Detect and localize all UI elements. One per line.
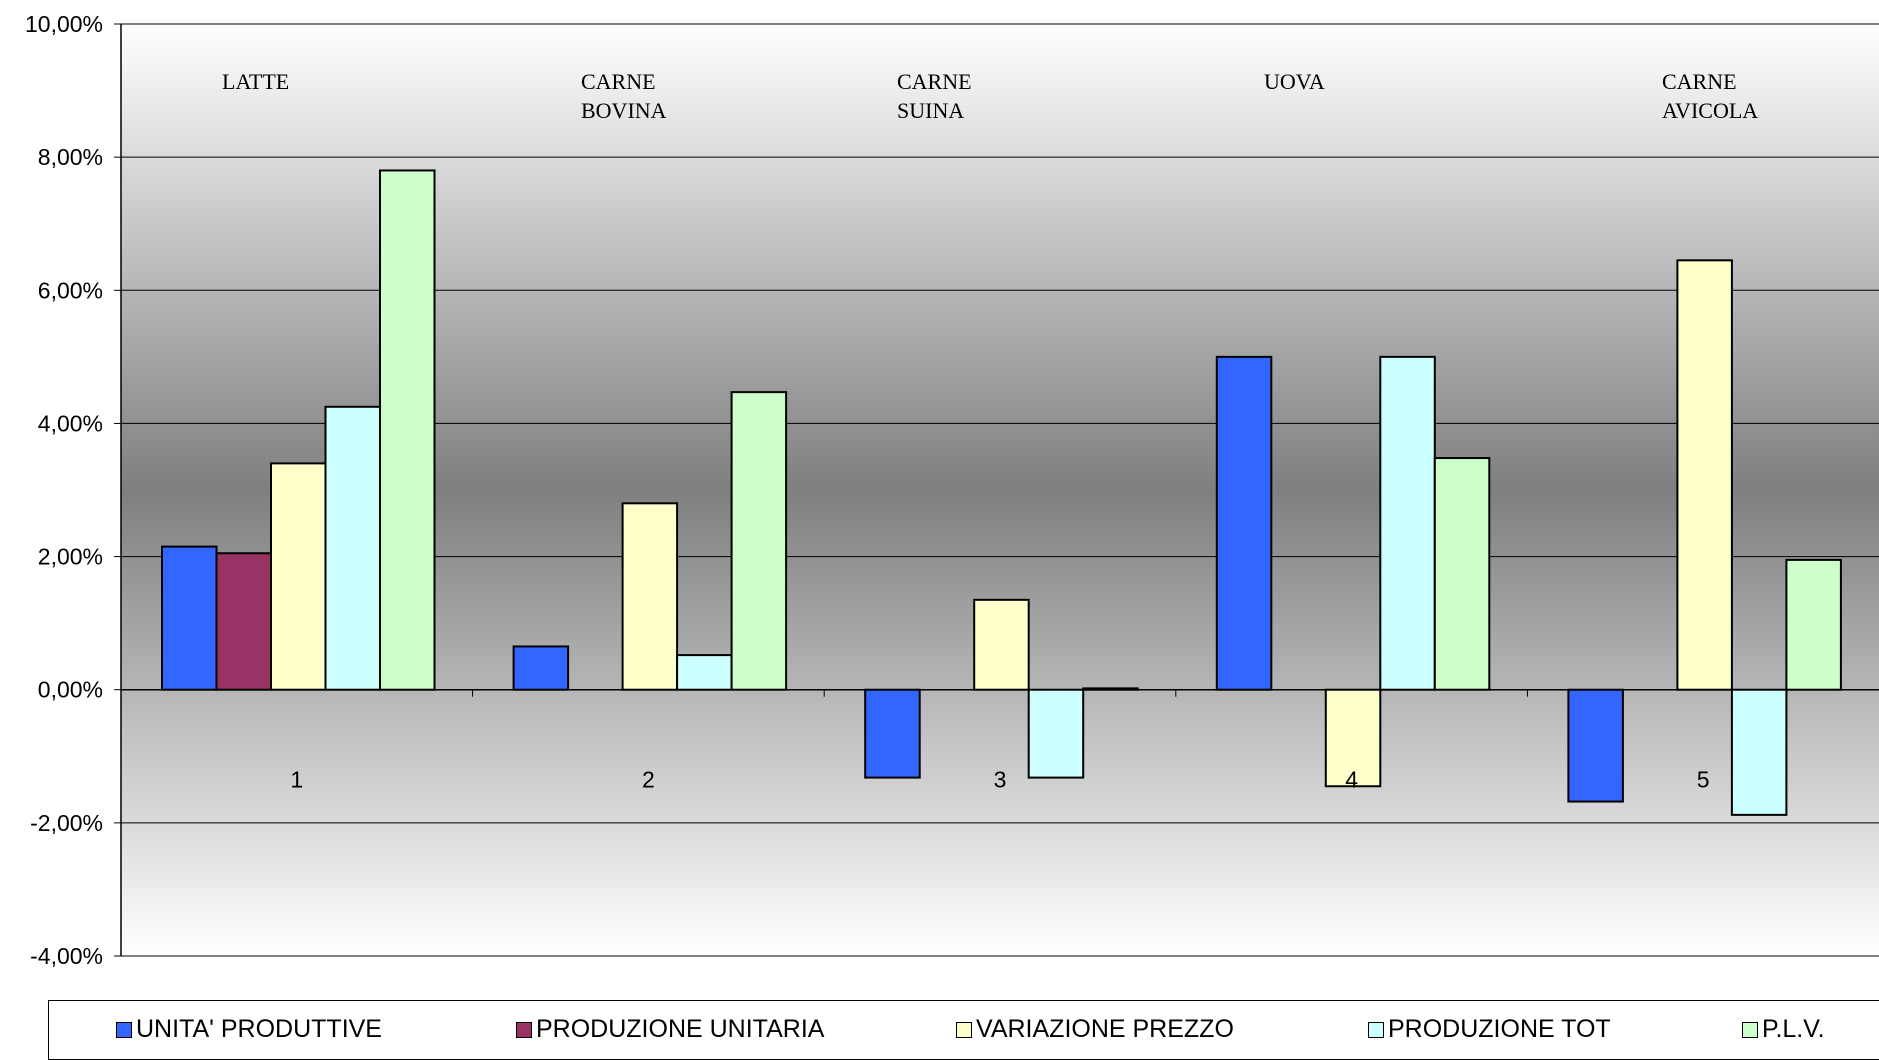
category-annotation: CARNE BOVINA <box>581 69 667 123</box>
legend-swatch <box>1368 1021 1384 1038</box>
annotation-line: CARNE <box>581 69 656 94</box>
bar-chart: -4,00% -2,00% 0,00% 2,00% 4,00% 6,00% 8,00% 10,… <box>25 11 1879 969</box>
legend-swatch <box>1742 1021 1758 1038</box>
legend-item-unita-produttive: UNITA' PRODUTTIVE <box>116 1015 382 1044</box>
bar <box>1433 457 1491 691</box>
x-tick-label: 2 <box>642 767 655 793</box>
bar <box>161 545 218 691</box>
bar <box>1215 355 1273 691</box>
bar <box>676 654 733 691</box>
annotation-line: AVICOLA <box>1662 98 1758 123</box>
y-tick-label: 6,00% <box>38 277 103 303</box>
bar <box>864 688 921 779</box>
legend-swatch <box>116 1021 132 1038</box>
annotation-line: LATTE <box>222 69 289 94</box>
bar <box>1567 688 1624 803</box>
y-tick-label: -4,00% <box>30 943 103 969</box>
bar <box>1324 688 1382 788</box>
annotation-line: BOVINA <box>581 98 667 123</box>
x-tick-label: 4 <box>1345 767 1358 793</box>
annotation-line: SUINA <box>897 98 964 123</box>
legend-item-variazione-prezzo: VARIAZIONE PREZZO <box>956 1015 1234 1044</box>
y-tick-label: 10,00% <box>25 11 103 37</box>
y-tick-label: 0,00% <box>38 677 103 703</box>
bar <box>621 502 679 691</box>
bar <box>1785 558 1842 691</box>
legend-label: PRODUZIONE UNITARIA <box>536 1015 825 1043</box>
annotation-line: CARNE <box>897 69 972 94</box>
legend-item-produzione-tot: PRODUZIONE TOT <box>1368 1015 1611 1044</box>
category-annotation: UOVA <box>1264 69 1325 94</box>
bar <box>324 405 381 691</box>
legend-item-produzione-unitaria: PRODUZIONE UNITARIA <box>516 1015 824 1044</box>
bar <box>512 645 570 691</box>
bar <box>730 391 788 691</box>
legend-label: UNITA' PRODUTTIVE <box>136 1015 382 1043</box>
bar <box>973 598 1030 691</box>
legend-label: PRODUZIONE TOT <box>1388 1015 1611 1043</box>
y-tick-label: 2,00% <box>38 544 103 570</box>
legend-label: P.L.V. <box>1762 1015 1825 1043</box>
bar <box>270 462 327 691</box>
x-tick-label: 3 <box>994 767 1007 793</box>
bar <box>1676 259 1733 691</box>
y-tick-label: 4,00% <box>38 410 103 436</box>
annotation-line: CARNE <box>1662 69 1737 94</box>
legend-swatch <box>956 1021 972 1038</box>
x-tick-label: 5 <box>1697 767 1710 793</box>
legend-swatch <box>516 1021 532 1038</box>
bar <box>1027 688 1085 779</box>
category-annotation: CARNE AVICOLA <box>1662 69 1758 123</box>
y-tick-label: 8,00% <box>38 144 103 170</box>
category-annotation: LATTE <box>222 69 289 94</box>
y-tick-label: -2,00% <box>30 810 103 836</box>
legend-label: VARIAZIONE PREZZO <box>976 1015 1234 1043</box>
bar <box>1379 355 1436 691</box>
legend: UNITA' PRODUTTIVE PRODUZIONE UNITARIA VA… <box>48 1000 1879 1060</box>
bar <box>1730 688 1788 816</box>
category-annotation: CARNE SUINA <box>897 69 972 123</box>
legend-item-plv: P.L.V. <box>1742 1015 1825 1044</box>
bar <box>379 169 436 691</box>
x-tick-label: 1 <box>290 767 303 793</box>
bar <box>215 552 272 691</box>
annotation-line: UOVA <box>1264 69 1325 94</box>
